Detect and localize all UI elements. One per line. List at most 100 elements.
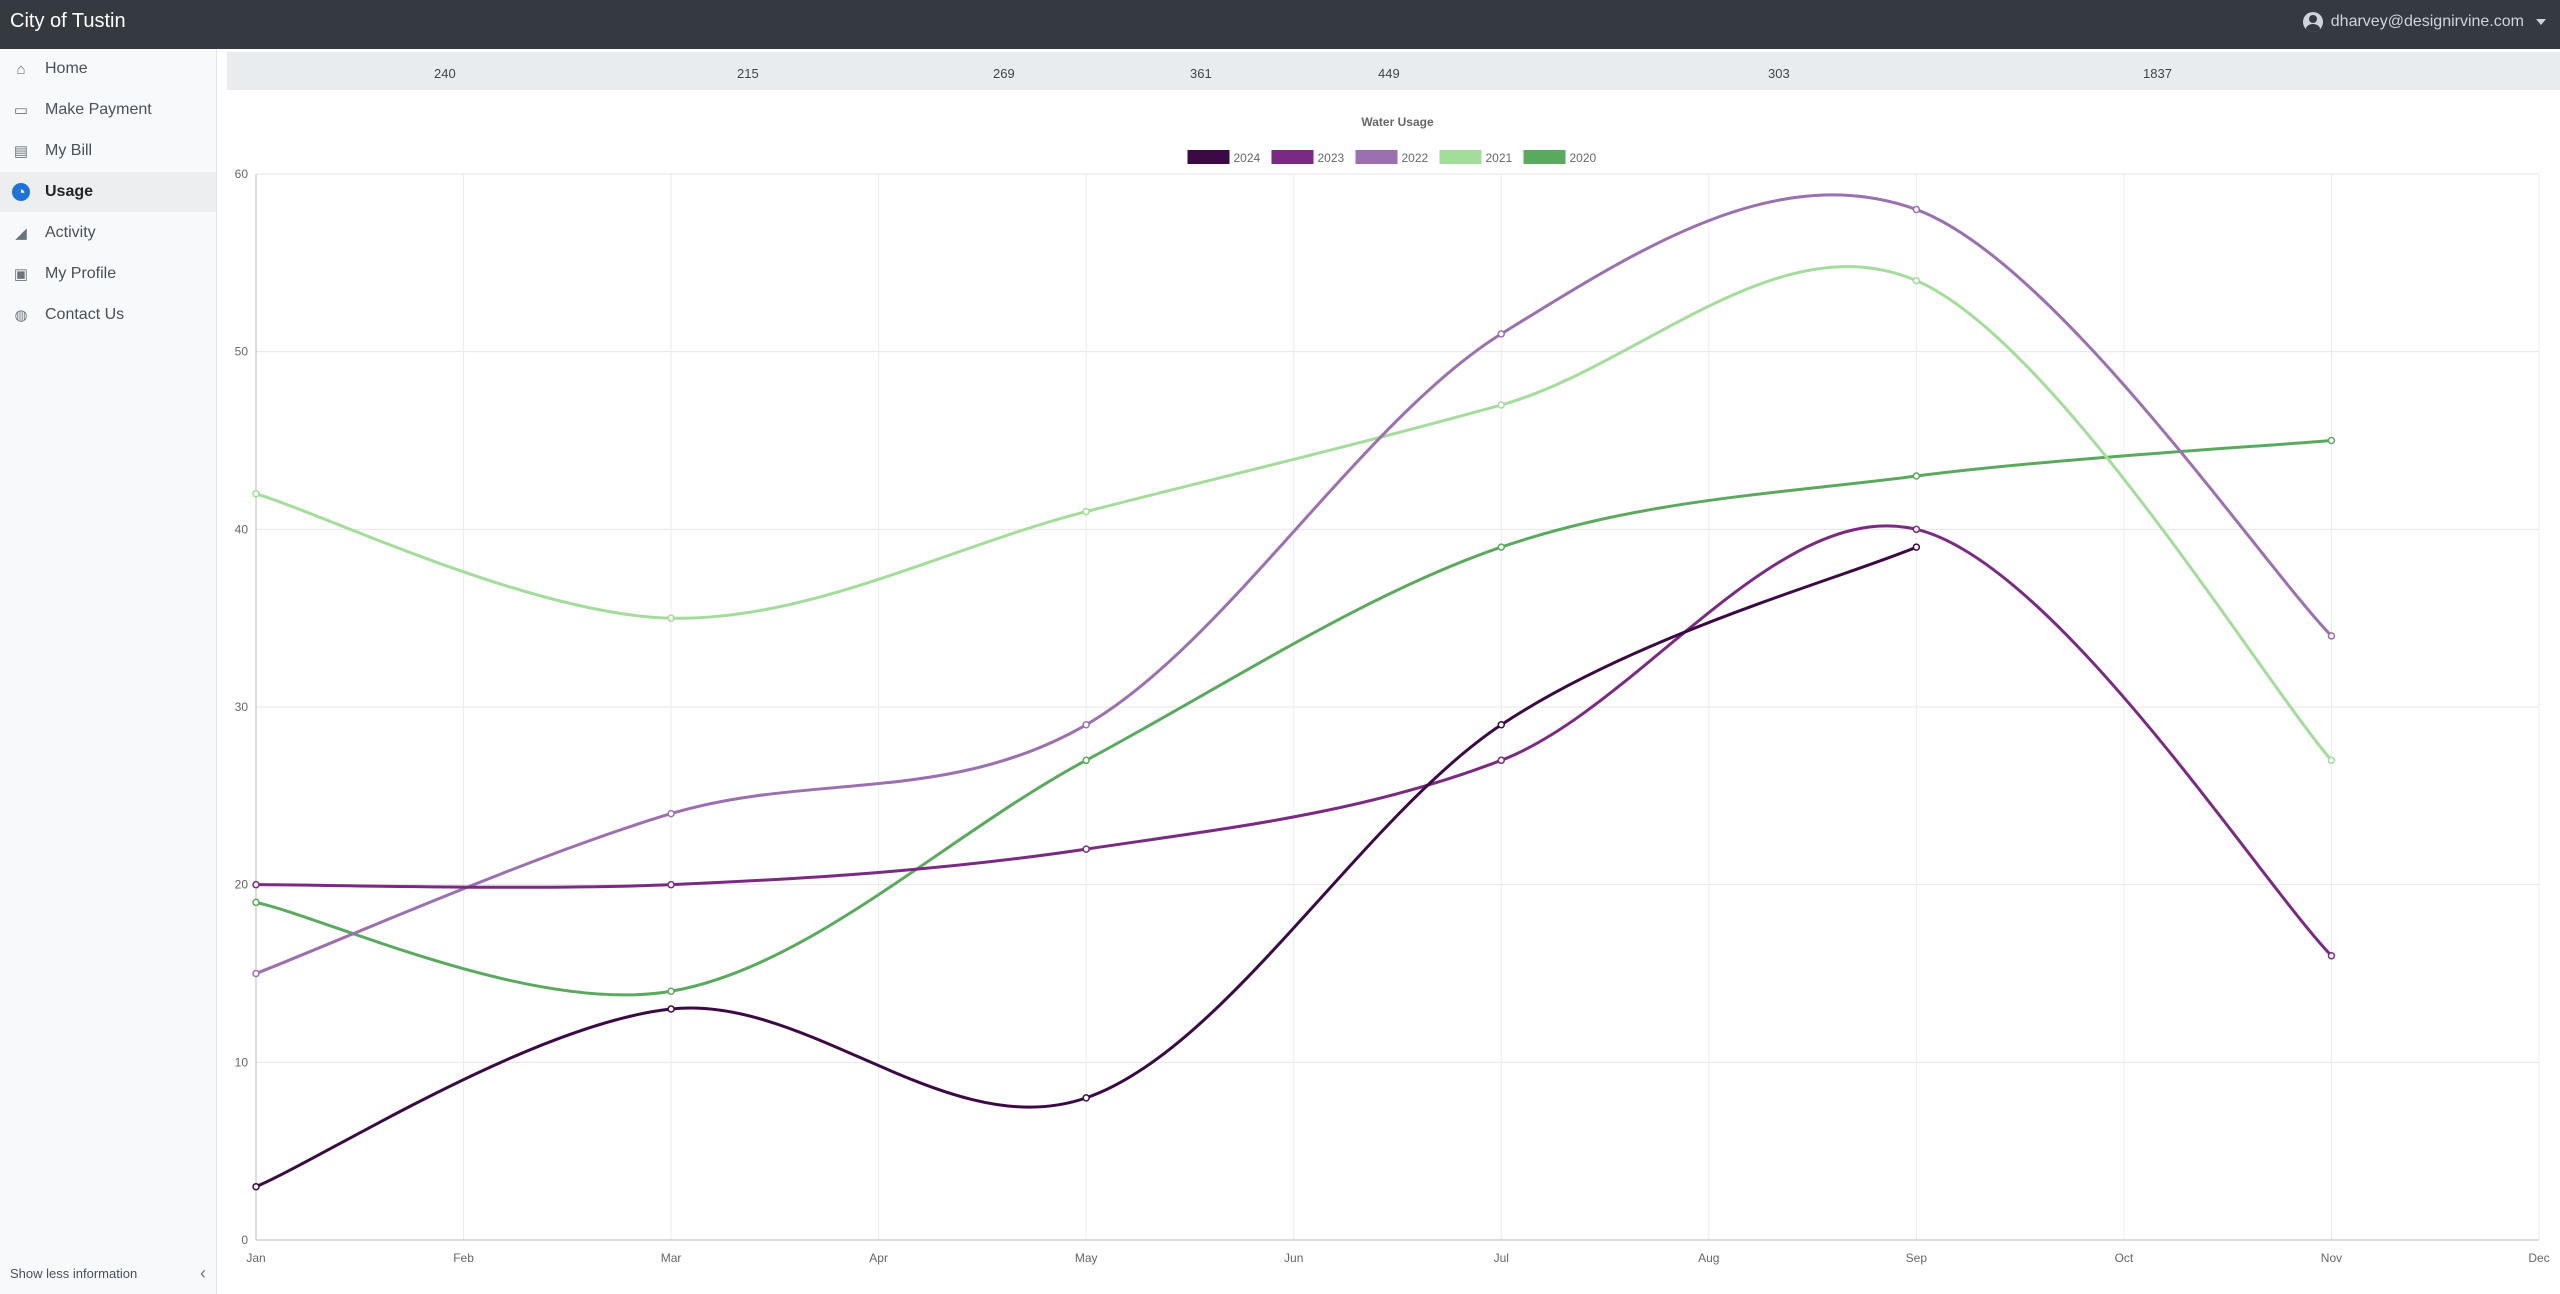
sidebar-item-contact-us[interactable]: ◍ Contact Us <box>0 295 216 335</box>
comments-icon: ◍ <box>14 307 28 324</box>
data-point[interactable] <box>2327 951 2336 960</box>
series-line-2020[interactable] <box>255 439 2332 997</box>
stat-value: 303 <box>1768 66 1790 81</box>
y-tick-label: 60 <box>235 167 249 181</box>
legend-label[interactable]: 2021 <box>1486 151 1513 165</box>
data-point[interactable] <box>1082 1094 1090 1102</box>
sidebar-item-label: Usage <box>45 183 94 200</box>
x-tick-label: Aug <box>1698 1251 1719 1265</box>
x-tick-label: Jul <box>1494 1251 1509 1265</box>
x-tick-label: Apr <box>869 1251 888 1265</box>
y-tick-label: 40 <box>235 522 249 536</box>
stat-value: 215 <box>737 66 759 81</box>
data-point[interactable] <box>1082 845 1090 853</box>
home-icon: ⌂ <box>16 60 26 78</box>
x-tick-label: Dec <box>2528 1251 2549 1265</box>
x-tick-label: Nov <box>2321 1251 2342 1265</box>
data-point[interactable] <box>1912 543 1921 551</box>
data-point[interactable] <box>252 969 260 978</box>
data-point[interactable] <box>1497 721 1506 729</box>
series-line-2021[interactable] <box>255 265 2333 762</box>
data-point[interactable] <box>667 1005 675 1013</box>
data-point[interactable] <box>1912 276 1921 285</box>
data-point[interactable] <box>1497 330 1506 338</box>
stat-value: 240 <box>434 66 456 81</box>
data-point[interactable] <box>667 809 675 818</box>
x-tick-label: Mar <box>661 1251 682 1265</box>
sidebar-item-label: Make Payment <box>45 101 152 118</box>
y-tick-label: 20 <box>235 878 249 892</box>
data-point[interactable] <box>1082 507 1090 516</box>
legend-label[interactable]: 2022 <box>1402 151 1429 165</box>
gauge-icon: ◔ <box>12 183 30 201</box>
sidebar-item-usage[interactable]: ◔ Usage <box>0 172 216 212</box>
series-line-2023[interactable] <box>255 524 2333 957</box>
data-point[interactable] <box>2327 756 2336 765</box>
sidebar-item-my-profile[interactable]: ▣ My Profile <box>0 254 216 294</box>
data-point[interactable] <box>667 987 675 996</box>
legend-label[interactable]: 2024 <box>1234 151 1261 165</box>
data-point[interactable] <box>252 898 260 907</box>
legend-label[interactable]: 2023 <box>1318 151 1345 165</box>
data-point[interactable] <box>252 880 260 889</box>
usage-stats-bar: 240 215 269 361 449 303 1837 <box>227 52 2560 90</box>
y-tick-label: 50 <box>235 345 249 359</box>
user-circle-icon <box>2302 12 2323 32</box>
sidebar-item-make-payment[interactable]: ▭ Make Payment <box>0 90 216 130</box>
data-point[interactable] <box>1497 543 1506 551</box>
x-tick-label: Sep <box>1906 1251 1928 1265</box>
legend-swatch[interactable] <box>1523 150 1566 164</box>
x-tick-label: Feb <box>453 1251 474 1265</box>
legend-swatch[interactable] <box>1271 150 1314 164</box>
bill-icon: ▤ <box>13 143 29 160</box>
sidebar-nav: ⌂ Home ▭ Make Payment ▤ My Bill ◔ Usage ◢ Activit… <box>0 49 216 335</box>
caret-down-icon <box>2536 19 2546 25</box>
data-point[interactable] <box>252 490 260 498</box>
top-navbar: City of Tustin dharvey@designirvine.com <box>0 0 2560 49</box>
x-tick-label: Jun <box>1284 1251 1303 1265</box>
data-point[interactable] <box>1912 472 1921 480</box>
show-less-toggle[interactable]: Show less information <box>10 1266 138 1281</box>
money-icon: ▭ <box>13 102 29 119</box>
id-card-icon: ▣ <box>13 266 29 283</box>
data-point[interactable] <box>252 1182 260 1191</box>
data-point[interactable] <box>667 614 675 622</box>
y-tick-label: 30 <box>235 700 249 714</box>
y-tick-label: 0 <box>241 1233 248 1247</box>
data-point[interactable] <box>1497 756 1506 765</box>
stat-value: 269 <box>993 66 1015 81</box>
data-point[interactable] <box>1082 756 1090 765</box>
app-title[interactable]: City of Tustin <box>10 10 126 32</box>
sidebar-item-label: My Bill <box>45 142 93 159</box>
data-point[interactable] <box>1912 205 1921 214</box>
x-tick-label: May <box>1075 1251 1098 1265</box>
x-tick-label: Oct <box>2115 1251 2134 1265</box>
data-point[interactable] <box>667 880 675 889</box>
x-tick-label: Jan <box>246 1251 265 1265</box>
legend-swatch[interactable] <box>1355 150 1398 164</box>
legend-swatch[interactable] <box>1439 150 1482 164</box>
chart-title: Water Usage <box>1361 115 1434 129</box>
stat-value: 1837 <box>2143 66 2172 81</box>
water-usage-chart[interactable]: 0 10 20 30 40 50 60 Jan Feb Mar Apr May Jun Jul Aug Sep… <box>216 100 2560 1270</box>
sidebar-item-label: My Profile <box>45 265 117 282</box>
user-email: dharvey@designirvine.com <box>2330 13 2524 30</box>
sidebar-item-label: Home <box>45 60 88 77</box>
data-point[interactable] <box>2327 436 2336 445</box>
data-point[interactable] <box>1912 525 1921 534</box>
legend-swatch[interactable] <box>1187 150 1230 164</box>
sidebar-footer[interactable]: Show less information ‹ <box>10 1263 206 1284</box>
sidebar-item-activity[interactable]: ◢ Activity <box>0 213 216 253</box>
stat-value: 361 <box>1190 66 1212 81</box>
sidebar-item-home[interactable]: ⌂ Home <box>0 49 216 89</box>
data-point[interactable] <box>1082 721 1090 729</box>
sidebar-item-my-bill[interactable]: ▤ My Bill <box>0 131 216 171</box>
sidebar: ⌂ Home ▭ Make Payment ▤ My Bill ◔ Usage ◢ Activit… <box>0 49 217 1294</box>
legend-label[interactable]: 2020 <box>1570 151 1597 165</box>
series-line-2022[interactable] <box>255 193 2333 975</box>
chevron-left-icon[interactable]: ‹ <box>200 1263 206 1283</box>
data-point[interactable] <box>2327 632 2336 640</box>
sidebar-item-label: Activity <box>45 224 96 241</box>
data-point[interactable] <box>1497 401 1506 409</box>
user-menu[interactable]: dharvey@designirvine.com <box>2302 12 2546 32</box>
